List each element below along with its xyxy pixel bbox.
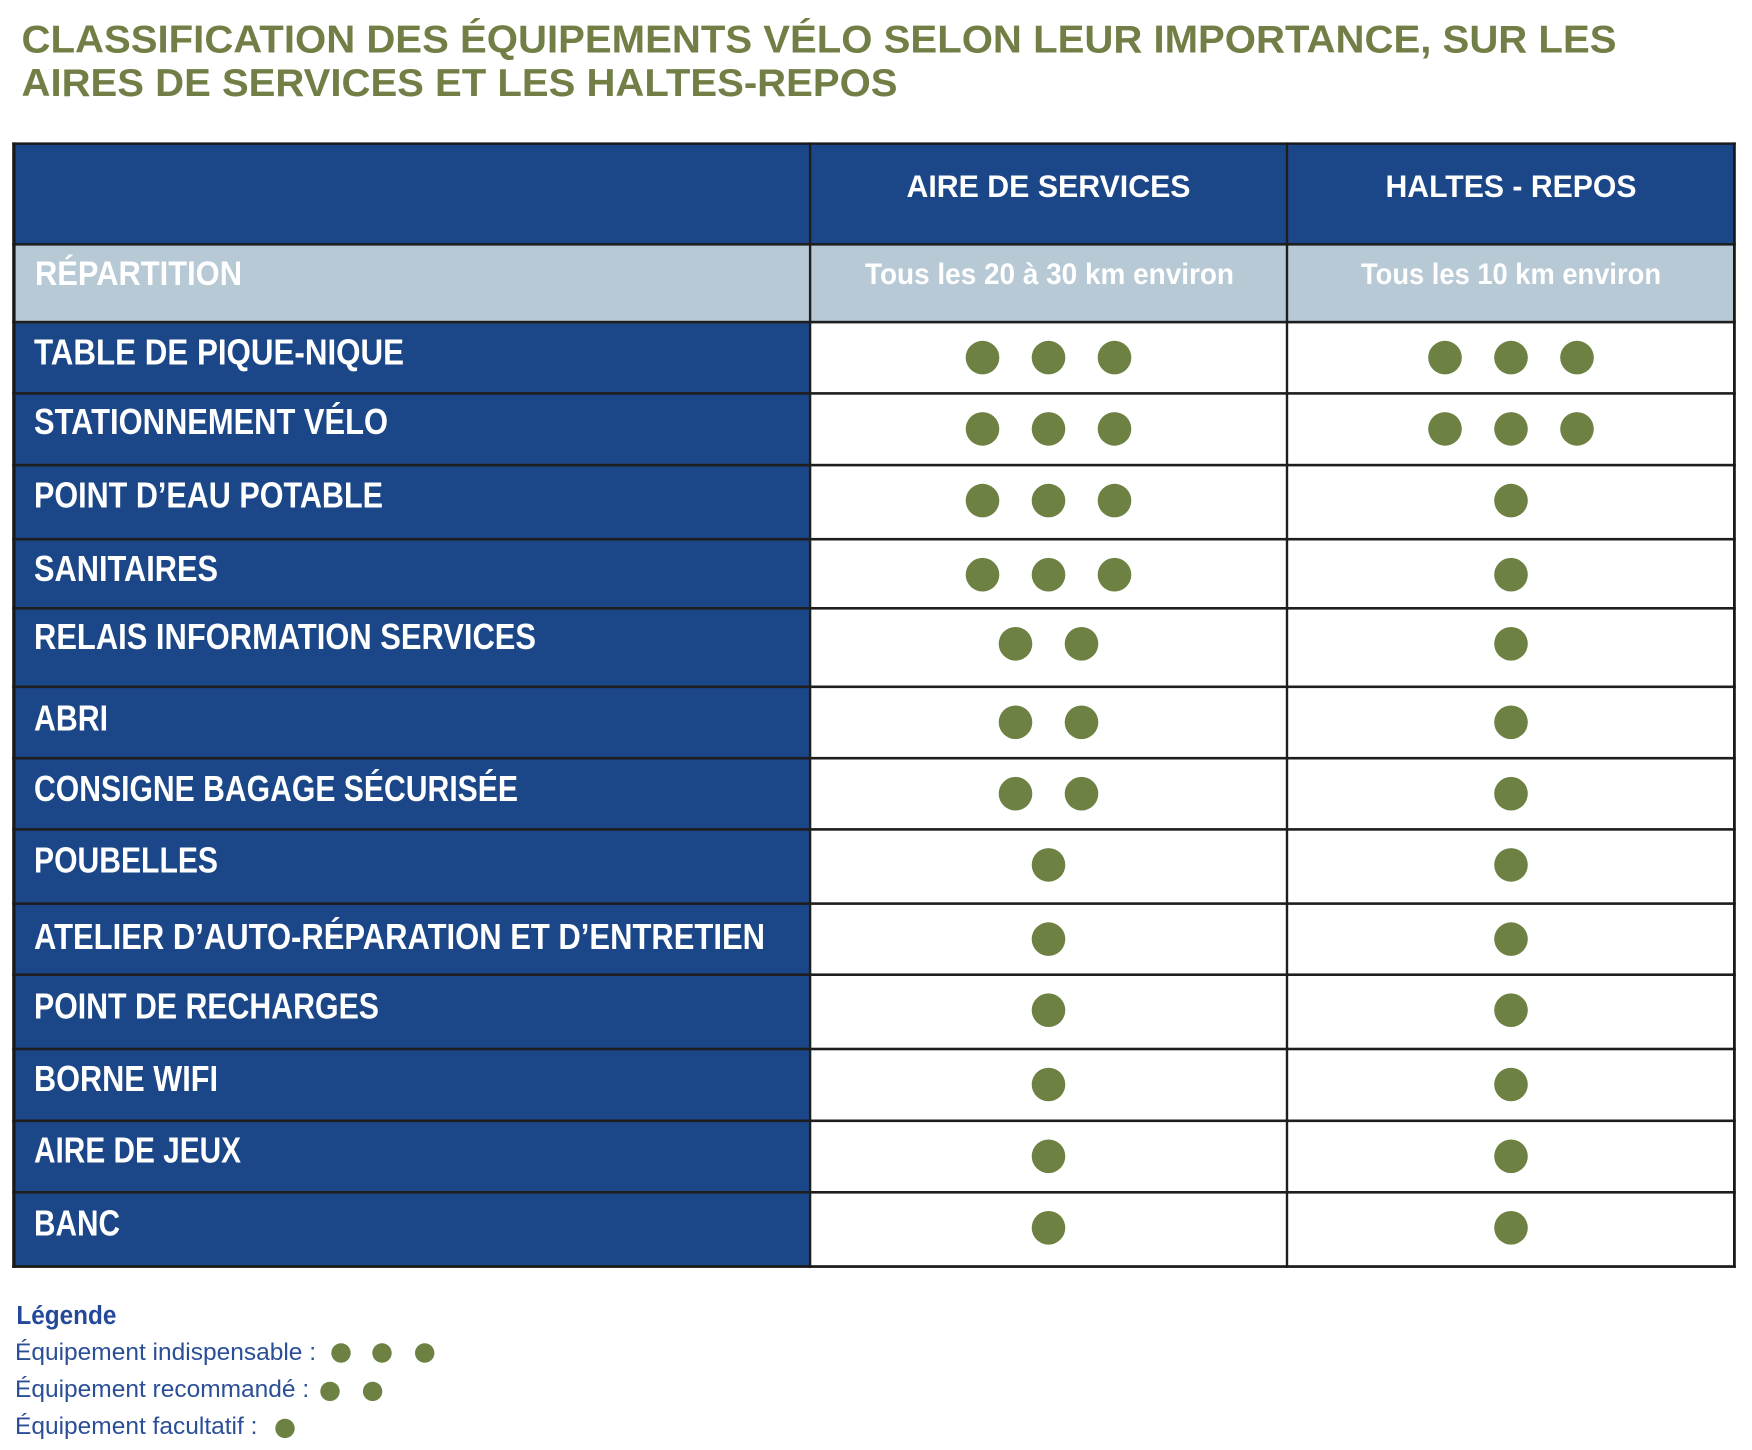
svg-text:AIRE DE JEUX: AIRE DE JEUX (34, 1129, 242, 1170)
svg-text:BORNE WIFI: BORNE WIFI (34, 1058, 218, 1099)
svg-text:Équipement recommandé :: Équipement recommandé : (15, 1376, 309, 1403)
svg-text:BANC: BANC (34, 1202, 120, 1243)
svg-text:TABLE DE PIQUE-NIQUE: TABLE DE PIQUE-NIQUE (34, 331, 404, 372)
svg-text:ATELIER D’AUTO-RÉPARATION ET D: ATELIER D’AUTO-RÉPARATION ET D’ENTRETIEN (34, 916, 765, 957)
svg-text:POINT D’EAU POTABLE: POINT D’EAU POTABLE (34, 474, 383, 515)
svg-text:Équipement facultatif :: Équipement facultatif : (15, 1413, 257, 1440)
svg-text:Légende: Légende (16, 1300, 116, 1330)
svg-text:Tous les 10 km environ: Tous les 10 km environ (1361, 258, 1661, 291)
svg-text:Équipement indispensable :: Équipement indispensable : (15, 1339, 316, 1366)
svg-text:RELAIS INFORMATION SERVICES: RELAIS INFORMATION SERVICES (34, 616, 536, 657)
svg-text:HALTES - REPOS: HALTES - REPOS (1386, 168, 1637, 204)
svg-text:CONSIGNE BAGAGE SÉCURISÉE: CONSIGNE BAGAGE SÉCURISÉE (34, 768, 518, 809)
svg-text:AIRE DE SERVICES: AIRE DE SERVICES (907, 168, 1191, 204)
svg-text:POINT DE RECHARGES: POINT DE RECHARGES (34, 985, 379, 1026)
svg-text:POUBELLES: POUBELLES (34, 839, 218, 880)
svg-text:STATIONNEMENT VÉLO: STATIONNEMENT VÉLO (34, 401, 388, 442)
svg-text:RÉPARTITION: RÉPARTITION (35, 255, 242, 293)
svg-text:Tous les 20 à 30 km environ: Tous les 20 à 30 km environ (865, 258, 1234, 291)
svg-text:ABRI: ABRI (34, 697, 108, 738)
svg-text:AIRES DE SERVICES ET LES HALTE: AIRES DE SERVICES ET LES HALTES-REPOS (22, 62, 898, 105)
svg-text:CLASSIFICATION DES ÉQUIPEMENTS: CLASSIFICATION DES ÉQUIPEMENTS VÉLO SELO… (22, 18, 1617, 62)
svg-text:SANITAIRES: SANITAIRES (34, 548, 218, 589)
